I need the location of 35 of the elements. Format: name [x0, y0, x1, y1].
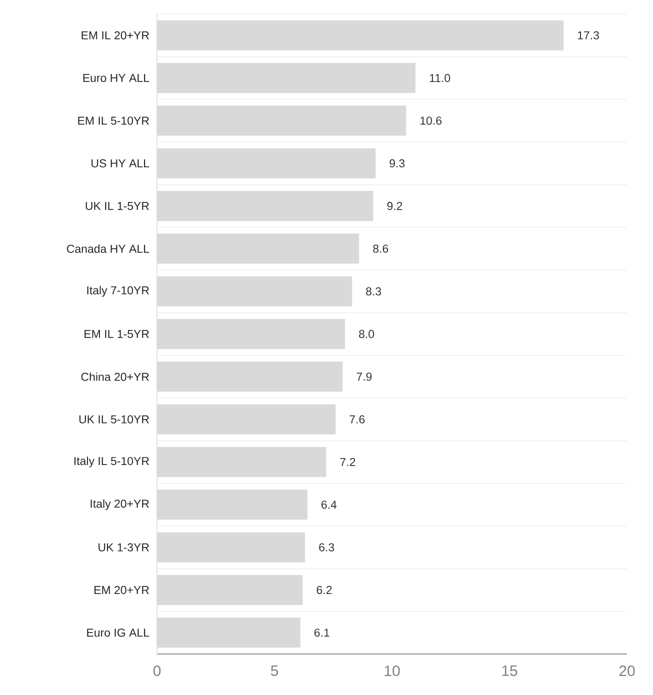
x-tick-label: 10	[384, 666, 400, 676]
data-label: 8.6	[373, 244, 388, 253]
y-tick-label: Italy 7-10YR	[87, 286, 149, 297]
data-label: 7.2	[340, 458, 356, 466]
y-tick-label: EM IL 1-5YR	[84, 330, 149, 338]
y-tick-label: Italy IL 5-10YR	[74, 456, 149, 468]
x-tick-label: 15	[502, 666, 518, 676]
y-tick-label: US HY ALL	[92, 159, 150, 168]
data-label: 9.2	[387, 202, 402, 210]
data-label: 9.3	[390, 159, 405, 168]
y-tick-label: UK 1-3YR	[98, 543, 149, 552]
data-label: 8.0	[359, 330, 374, 338]
x-tick-label: 0	[153, 666, 161, 676]
data-label: 6.4	[322, 500, 337, 509]
y-tick-label: EM 20+YR	[94, 586, 149, 594]
data-label: 7.6	[350, 415, 365, 424]
y-tick-label: Italy 20+YR	[90, 499, 149, 510]
data-label: 17.3	[578, 31, 599, 40]
data-label: 11.0	[430, 74, 450, 82]
data-label: 6.2	[316, 586, 332, 594]
y-tick-label: EM IL 5-10YR	[78, 116, 149, 125]
x-tick-label: 5	[270, 666, 278, 676]
data-label: 7.9	[356, 372, 372, 381]
y-tick-label: EM IL 20+YR	[82, 31, 149, 40]
y-tick-label: China 20+YR	[81, 372, 149, 381]
x-tick-label: 20	[619, 666, 635, 676]
y-tick-label: Euro HY ALL	[83, 74, 150, 82]
data-label: 10.6	[420, 116, 442, 125]
data-label: 8.3	[366, 287, 382, 296]
y-tick-label: UK IL 1-5YR	[86, 202, 149, 210]
y-tick-label: UK IL 5-10YR	[79, 415, 149, 424]
data-label: 6.3	[319, 543, 334, 552]
data-label: 6.1	[314, 628, 330, 637]
y-tick-label: Euro IG ALL	[87, 628, 150, 637]
y-tick-label: Canada HY ALL	[66, 244, 150, 253]
